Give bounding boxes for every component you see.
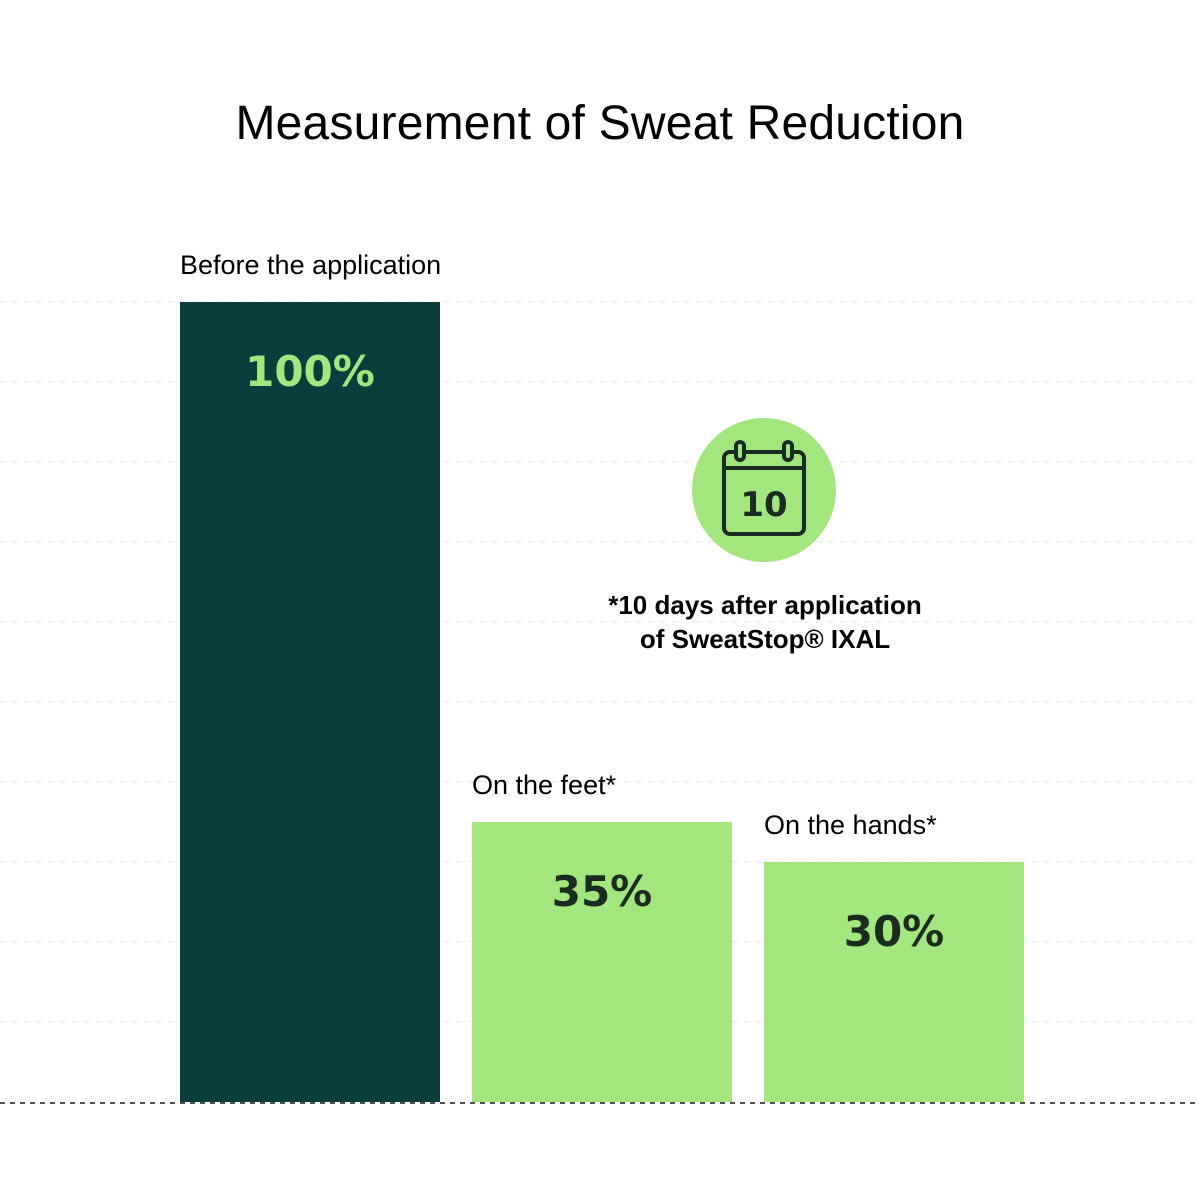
calendar-icon: 10	[692, 418, 836, 562]
value-label-3: 30%	[844, 907, 945, 956]
category-label-3: On the hands*	[764, 810, 937, 840]
bar-3	[764, 862, 1024, 1102]
category-label-2: On the feet*	[472, 770, 617, 800]
annotation-line-2: of SweatStop® IXAL	[639, 624, 891, 654]
bar-1	[180, 302, 440, 1102]
calendar-icon-number: 10	[740, 485, 787, 525]
annotation-line-1: *10 days after application	[608, 590, 922, 620]
annotation-note: *10 days after application of SweatStop®…	[560, 588, 970, 656]
value-label-2: 35%	[552, 867, 653, 916]
chart-title: Measurement of Sweat Reduction	[235, 97, 965, 150]
calendar-icon-ring-right	[782, 440, 794, 462]
value-label-1: 100%	[245, 347, 375, 396]
calendar-icon-ring-left	[734, 440, 746, 462]
calendar-icon-body	[722, 450, 806, 536]
category-label-1: Before the application	[180, 250, 441, 280]
bar-2	[472, 822, 732, 1102]
